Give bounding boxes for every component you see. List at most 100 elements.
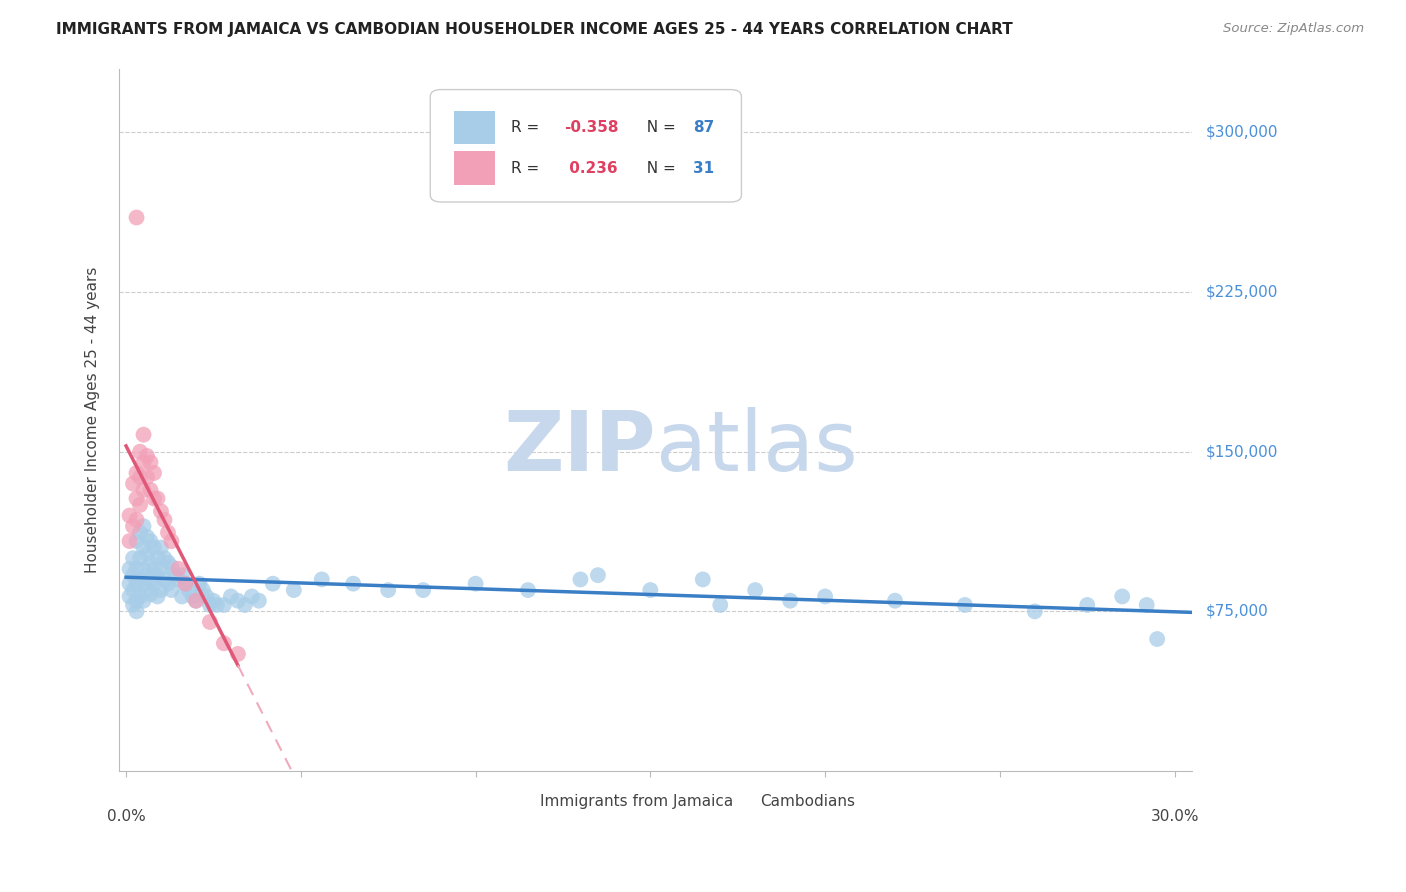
Point — [814, 590, 837, 604]
Point — [150, 541, 173, 555]
Point — [125, 604, 148, 618]
Point — [1111, 590, 1133, 604]
Point — [150, 504, 173, 518]
Point — [283, 583, 305, 598]
Point — [132, 427, 155, 442]
Point — [125, 466, 148, 480]
Text: Source: ZipAtlas.com: Source: ZipAtlas.com — [1223, 22, 1364, 36]
Point — [146, 568, 169, 582]
FancyBboxPatch shape — [430, 89, 741, 202]
Point — [167, 562, 190, 576]
Y-axis label: Householder Income Ages 25 - 44 years: Householder Income Ages 25 - 44 years — [86, 267, 100, 573]
Point — [464, 576, 486, 591]
Point — [247, 593, 270, 607]
Point — [143, 491, 166, 506]
Point — [129, 573, 152, 587]
Point — [118, 590, 141, 604]
Point — [517, 583, 540, 598]
Point — [377, 583, 399, 598]
Point — [181, 590, 204, 604]
Point — [240, 590, 263, 604]
Point — [129, 590, 152, 604]
Point — [132, 593, 155, 607]
Point — [125, 491, 148, 506]
Point — [153, 573, 176, 587]
Point — [122, 476, 145, 491]
Point — [139, 483, 162, 497]
Point — [136, 568, 159, 582]
Point — [188, 576, 211, 591]
Point — [160, 559, 183, 574]
Point — [1136, 598, 1159, 612]
Point — [156, 576, 179, 591]
Point — [163, 568, 186, 582]
Point — [132, 576, 155, 591]
Point — [118, 534, 141, 549]
Point — [146, 491, 169, 506]
Point — [953, 598, 976, 612]
Text: -0.358: -0.358 — [564, 120, 619, 135]
Point — [143, 576, 166, 591]
Bar — [725, 792, 752, 810]
Point — [136, 470, 159, 484]
Point — [129, 498, 152, 512]
Point — [226, 647, 249, 661]
Text: 0.0%: 0.0% — [107, 809, 145, 824]
Point — [132, 562, 155, 576]
Text: $150,000: $150,000 — [1206, 444, 1278, 459]
Text: R =: R = — [510, 120, 544, 135]
Bar — [505, 792, 533, 810]
Point — [125, 593, 148, 607]
Text: 31: 31 — [693, 161, 714, 176]
Point — [122, 583, 145, 598]
Text: 0.236: 0.236 — [564, 161, 619, 176]
Point — [170, 590, 193, 604]
Text: 87: 87 — [693, 120, 714, 135]
Point — [118, 562, 141, 576]
Point — [156, 555, 179, 569]
Point — [226, 593, 249, 607]
Point — [118, 576, 141, 591]
Bar — [454, 152, 495, 186]
Point — [139, 555, 162, 569]
Point — [129, 470, 152, 484]
Text: ZIP: ZIP — [503, 408, 655, 488]
Point — [1076, 598, 1098, 612]
Point — [569, 573, 592, 587]
Point — [136, 583, 159, 598]
Point — [118, 508, 141, 523]
Point — [153, 513, 176, 527]
Point — [125, 576, 148, 591]
Point — [125, 562, 148, 576]
Point — [160, 534, 183, 549]
Point — [146, 590, 169, 604]
Point — [640, 583, 662, 598]
Point — [122, 598, 145, 612]
Point — [1146, 632, 1168, 646]
Point — [156, 525, 179, 540]
Point — [586, 568, 609, 582]
Point — [150, 583, 173, 598]
Text: N =: N = — [637, 161, 681, 176]
Point — [205, 598, 228, 612]
Point — [132, 455, 155, 469]
Point — [143, 466, 166, 480]
Point — [198, 615, 221, 629]
Text: 30.0%: 30.0% — [1150, 809, 1199, 824]
Text: Cambodians: Cambodians — [759, 794, 855, 809]
Point — [884, 593, 907, 607]
Point — [212, 636, 235, 650]
Point — [125, 211, 148, 225]
Text: R =: R = — [510, 161, 544, 176]
Text: atlas: atlas — [655, 408, 858, 488]
Point — [136, 547, 159, 561]
Point — [177, 583, 200, 598]
Point — [150, 562, 173, 576]
Point — [139, 587, 162, 601]
Bar — [454, 111, 495, 145]
Point — [122, 568, 145, 582]
Point — [219, 590, 242, 604]
Point — [129, 551, 152, 566]
Text: N =: N = — [637, 120, 681, 135]
Point — [146, 551, 169, 566]
